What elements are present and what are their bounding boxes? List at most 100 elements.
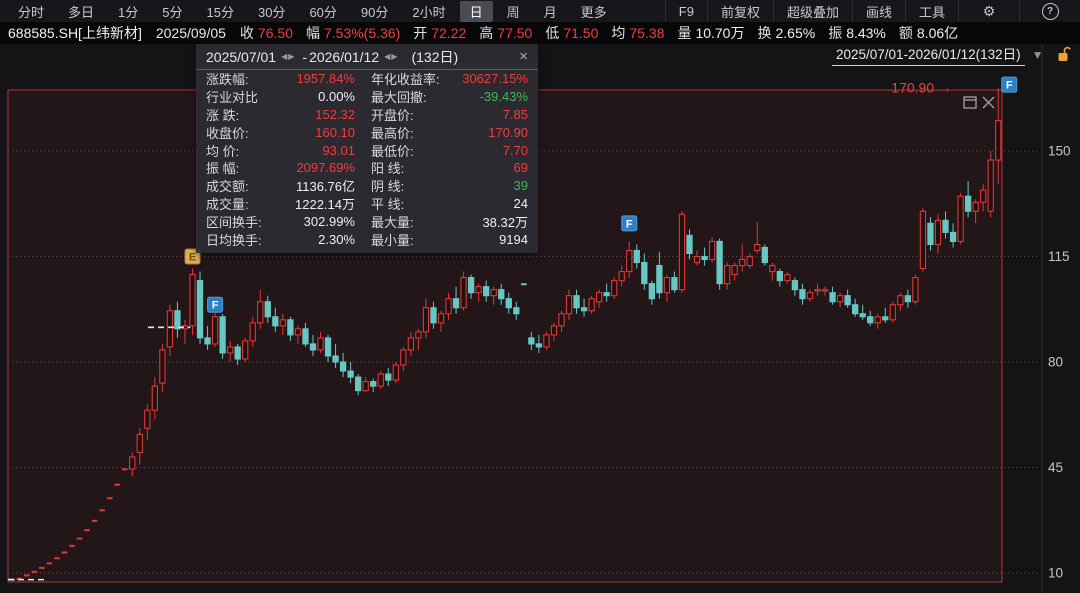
stat-value: 69 xyxy=(513,160,528,176)
quote-field-value: 77.50 xyxy=(497,25,533,41)
selection-restore-icon[interactable] xyxy=(963,96,977,109)
candle-down xyxy=(867,316,874,324)
quote-field: 量 10.70万 xyxy=(677,23,744,43)
candle-up xyxy=(279,319,287,327)
selection-close-icon[interactable] xyxy=(982,96,995,109)
candle-up xyxy=(912,277,919,303)
help-button[interactable]: ? xyxy=(1019,0,1080,22)
stats-end-date: 2026/01/12 xyxy=(309,48,380,65)
candle-down xyxy=(347,370,354,378)
period-tab[interactable]: 分时 xyxy=(18,4,45,20)
quote-field: 幅 7.53%(5.36) xyxy=(306,23,400,43)
event-badge-letter: E xyxy=(189,252,196,264)
quote-field: 开 72.22 xyxy=(413,23,466,43)
candle-up xyxy=(151,385,158,411)
stat-label: 区间换手: xyxy=(206,214,262,230)
candle-down xyxy=(370,381,377,387)
event-badge-letter: F xyxy=(212,300,219,312)
candle-up xyxy=(460,277,467,309)
high-price-annotation: 170.90 → xyxy=(891,80,952,96)
candle-down xyxy=(656,264,663,294)
candle-up xyxy=(693,255,701,264)
candle-up xyxy=(723,264,731,285)
period-tab[interactable]: 90分 xyxy=(360,4,389,20)
candle-up xyxy=(814,289,821,292)
start-date-nav-icons[interactable]: ◀▶ xyxy=(281,52,296,61)
quote-field: 换 2.65% xyxy=(757,23,815,43)
candle-up xyxy=(249,322,256,342)
event-badge-f[interactable] xyxy=(1001,76,1018,93)
candle-down xyxy=(219,316,226,354)
stat-row: 涨 跌: 152.32 开盘价: 7.85 xyxy=(196,106,538,124)
gear-icon: ⚙ xyxy=(982,2,996,19)
candle-down xyxy=(332,355,339,363)
candle-down xyxy=(513,307,520,315)
period-tab[interactable]: 2小时 xyxy=(412,4,446,20)
candle-down xyxy=(355,376,362,392)
top-toolbar: 分时 多日 1分 5分 15分 30分 60分 90分 2小时日周 月 更多 F9 前复权 超级叠加 画线… xyxy=(0,0,1080,22)
y-axis-tick-label: 80 xyxy=(1048,355,1063,370)
stat-value: 1222.14万 xyxy=(295,196,355,212)
stat-label: 涨 跌: xyxy=(206,108,240,123)
stat-label: 振 幅: xyxy=(206,161,240,177)
candle-up xyxy=(565,295,573,315)
tool-button[interactable]: 前复权 xyxy=(706,0,773,22)
quote-field: 额 8.06亿 xyxy=(899,23,958,43)
settings-gear-icon[interactable]: ⚙ xyxy=(958,0,1019,22)
candle-up xyxy=(129,456,136,470)
candle-down xyxy=(776,271,784,282)
stat-label: 阴 线: xyxy=(371,179,405,195)
candle-up xyxy=(678,213,686,291)
close-icon[interactable]: × xyxy=(519,48,528,65)
period-tab[interactable]: 月 xyxy=(543,4,557,20)
candle-up xyxy=(754,243,761,252)
stat-label: 行业对比 xyxy=(206,90,259,106)
candle-up xyxy=(957,195,964,242)
help-icon: ? xyxy=(1041,2,1059,20)
end-date-nav-icons[interactable]: ◀▶ xyxy=(384,52,399,61)
period-tab[interactable]: 5分 xyxy=(162,4,183,20)
candle-down xyxy=(603,292,610,297)
candle-up xyxy=(211,316,219,345)
quote-field-label: 开 xyxy=(413,25,428,41)
tool-button[interactable]: 工具 xyxy=(904,0,958,22)
period-tab[interactable]: 30分 xyxy=(257,4,286,20)
period-tab[interactable]: 15分 xyxy=(206,4,234,20)
lock-icon[interactable] xyxy=(1054,46,1071,63)
candle-down xyxy=(452,298,460,309)
quote-field-value: 8.43% xyxy=(846,25,886,41)
stat-row: 涨跌幅: 1957.84% 年化收益率: 30627.15% xyxy=(196,70,538,88)
period-tab[interactable]: 1分 xyxy=(118,4,139,20)
candle-up xyxy=(618,271,625,282)
quote-bar: 688585.SH[上纬新材] 2025/09/05 收 76.50 幅 7.53%(… xyxy=(0,22,1080,44)
tool-button[interactable]: 超级叠加 xyxy=(772,0,852,22)
stat-label: 开盘价: xyxy=(371,108,414,123)
period-tab[interactable]: 60分 xyxy=(309,4,337,20)
period-tab[interactable]: 日 xyxy=(459,0,493,22)
candle-down xyxy=(648,283,655,300)
range-label[interactable]: 2025/07/01-2026/01/12(132日) xyxy=(832,43,1025,66)
candle-down xyxy=(498,289,505,300)
event-badge-letter: F xyxy=(1006,80,1013,92)
candle-up xyxy=(543,334,550,348)
stat-value: 38.32万 xyxy=(482,214,528,230)
period-tab[interactable]: 多日 xyxy=(68,4,95,20)
period-tab[interactable]: 周 xyxy=(506,4,520,20)
candle-up xyxy=(919,210,927,270)
chevron-down-icon[interactable]: ▼ xyxy=(1031,47,1044,62)
event-badge-f[interactable] xyxy=(621,215,638,232)
stat-value: 1957.84% xyxy=(296,71,355,87)
stat-row: 区间换手: 302.99% 最大量: 38.32万 xyxy=(196,212,538,230)
stat-value: -39.43% xyxy=(479,89,528,105)
period-tab[interactable]: 更多 xyxy=(580,4,607,20)
candle-up xyxy=(475,286,482,294)
event-badge-f[interactable] xyxy=(207,296,224,313)
candle-up xyxy=(836,295,844,303)
quote-field-value: 72.22 xyxy=(431,25,467,41)
candle-up xyxy=(377,373,384,387)
tool-button[interactable]: F9 xyxy=(664,0,707,22)
tool-button[interactable]: 画线 xyxy=(851,0,905,22)
candle-up xyxy=(144,409,151,429)
candle-down xyxy=(580,307,588,312)
